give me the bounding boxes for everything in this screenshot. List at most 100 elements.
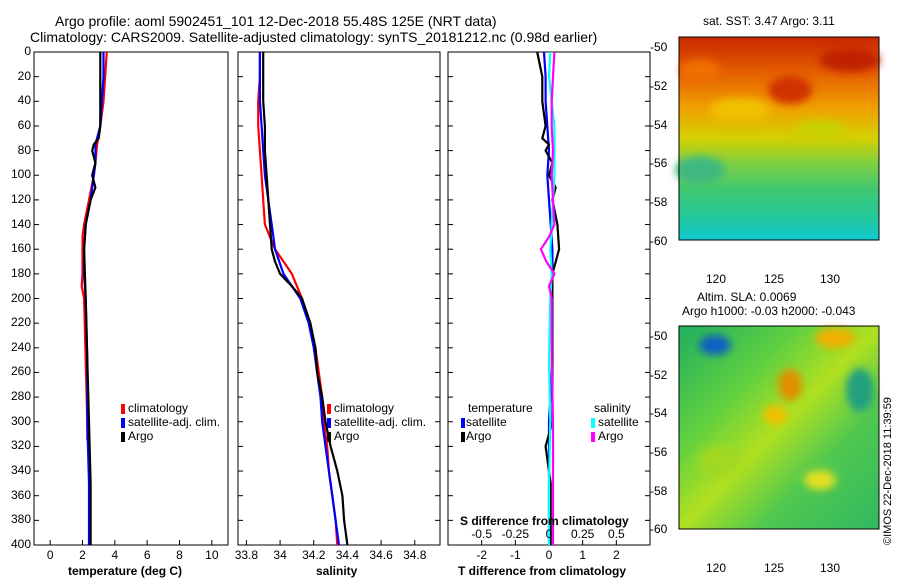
- legend-swatch: [121, 432, 125, 442]
- legend-sal-climatology: climatology: [334, 401, 395, 415]
- temperature-axis-label: temperature (deg C): [68, 564, 183, 578]
- x-tick-label: 34.4: [335, 548, 360, 562]
- legend-swatch: [461, 418, 465, 428]
- sdiff-tick-label: -0.25: [501, 527, 529, 541]
- x-tick-label: 34: [273, 548, 287, 562]
- x-tick-label: -1: [509, 548, 521, 562]
- imos-watermark: ©IMOS 22-Dec-2018 11:39:59: [882, 397, 894, 545]
- x-tick-label: 34.6: [369, 548, 393, 562]
- sdiff-axis-label: S difference from climatology: [460, 514, 629, 528]
- x-tick-label: 34.8: [403, 548, 427, 562]
- x-tick-label: 0: [545, 548, 553, 562]
- sst-lon-tick: 130: [820, 272, 841, 286]
- depth-tick-label: 0: [24, 44, 31, 58]
- sla-lon-tick: 125: [764, 561, 785, 575]
- series-line: [258, 52, 341, 546]
- depth-tick-label: 40: [17, 93, 31, 108]
- x-tick-label: 2: [612, 548, 620, 562]
- depth-tick-label: 340: [10, 463, 31, 478]
- depth-tick-label: 100: [10, 167, 31, 182]
- sla-map-title-line1: Altim. SLA: 0.0069: [697, 290, 797, 304]
- legend-diff-temperature-title: temperature: [468, 401, 533, 415]
- legend-temp-argo: Argo: [128, 429, 154, 443]
- sla-lon-tick: 120: [706, 561, 727, 575]
- x-tick-label: 34.2: [302, 548, 326, 562]
- depth-tick-label: 200: [10, 290, 31, 305]
- sst-lat-tick: -52: [650, 79, 668, 93]
- legend-diff-temp-argo: Argo: [466, 429, 492, 443]
- sdiff-tick-label: 0.25: [570, 527, 595, 541]
- sla-lat-tick: -56: [650, 445, 668, 459]
- x-tick-label: 8: [176, 548, 183, 562]
- legend-diff-sal-satellite: satellite: [598, 415, 639, 429]
- depth-tick-label: 260: [10, 364, 31, 379]
- legend-swatch: [121, 404, 125, 414]
- legend-swatch: [121, 418, 125, 428]
- sst-lat-tick: -50: [650, 40, 668, 54]
- sla-lat-tick: -50: [650, 329, 668, 343]
- legend-swatch: [327, 404, 331, 414]
- depth-tick-label: 400: [10, 537, 31, 551]
- depth-tick-label: 380: [10, 512, 31, 527]
- sla-map: [678, 325, 880, 530]
- legend-sal-satellite: satellite-adj. clim.: [334, 415, 427, 429]
- salinity-axis-label: salinity: [316, 564, 358, 578]
- legend-temp-climatology: climatology: [128, 401, 189, 415]
- sst-lat-tick: -58: [650, 195, 668, 209]
- depth-tick-label: 180: [10, 265, 31, 280]
- legend-sal-argo: Argo: [334, 429, 360, 443]
- sst-map: [675, 36, 880, 241]
- climatology-title: Climatology: CARS2009. Satellite-adjuste…: [30, 29, 598, 45]
- series-line: [539, 51, 556, 545]
- depth-tick-label: 280: [10, 389, 31, 404]
- depth-tick-label: 360: [10, 487, 31, 502]
- depth-tick-label: 240: [10, 339, 31, 354]
- sst-map-title: sat. SST: 3.47 Argo: 3.11: [703, 14, 835, 28]
- plot-frame: [237, 51, 441, 546]
- legend-diff-sal-argo: Argo: [598, 429, 624, 443]
- depth-tick-label: 220: [10, 315, 31, 330]
- legend-diff-salinity-title: salinity: [594, 401, 631, 415]
- sdiff-tick-label: -0.5: [471, 527, 492, 541]
- sst-lat-tick: -60: [650, 234, 668, 248]
- x-tick-label: 0: [46, 548, 54, 562]
- legend-swatch: [591, 432, 595, 442]
- sla-lat-tick: -52: [650, 368, 668, 382]
- depth-tick-label: 160: [10, 241, 31, 256]
- x-tick-label: -2: [476, 548, 487, 562]
- legend-swatch: [327, 418, 331, 428]
- sla-lat-tick: -60: [650, 522, 668, 536]
- legend-swatch: [591, 418, 595, 428]
- sla-lat-tick: -54: [650, 406, 668, 420]
- series-line: [80, 51, 108, 441]
- sla-lon-tick: 130: [820, 561, 841, 575]
- sst-lon-tick: 120: [706, 272, 727, 286]
- depth-tick-label: 320: [10, 438, 31, 453]
- depth-tick-label: 300: [10, 413, 31, 428]
- depth-tick-label: 120: [10, 191, 31, 206]
- tdiff-axis-label: T difference from climatology: [458, 564, 627, 578]
- x-tick-label: 6: [143, 548, 151, 562]
- sst-lon-tick: 125: [764, 272, 785, 286]
- sst-lat-tick: -54: [650, 118, 668, 132]
- series-line: [262, 52, 349, 546]
- x-tick-label: 2: [79, 548, 86, 562]
- profile-title: Argo profile: aoml 5902451_101 12-Dec-20…: [55, 13, 497, 29]
- x-tick-label: 1: [579, 548, 586, 562]
- sla-lat-tick: -58: [650, 484, 668, 498]
- depth-tick-label: 140: [10, 216, 31, 231]
- legend-diff-temp-satellite: satellite: [466, 415, 507, 429]
- sdiff-tick-label: 0.5: [607, 527, 625, 541]
- series-line: [257, 52, 339, 546]
- depth-tick-label: 20: [17, 68, 31, 83]
- sst-lat-tick: -56: [650, 156, 668, 170]
- legend-temp-satellite: satellite-adj. clim.: [128, 415, 221, 429]
- x-tick-label: 10: [205, 548, 219, 562]
- series-line: [82, 52, 102, 545]
- depth-tick-label: 60: [17, 117, 31, 132]
- plot-frame: [33, 51, 229, 546]
- sla-map-title-line2: Argo h1000: -0.03 h2000: -0.043: [682, 304, 856, 318]
- x-tick-label: 33.8: [234, 548, 259, 562]
- legend-swatch: [461, 432, 465, 442]
